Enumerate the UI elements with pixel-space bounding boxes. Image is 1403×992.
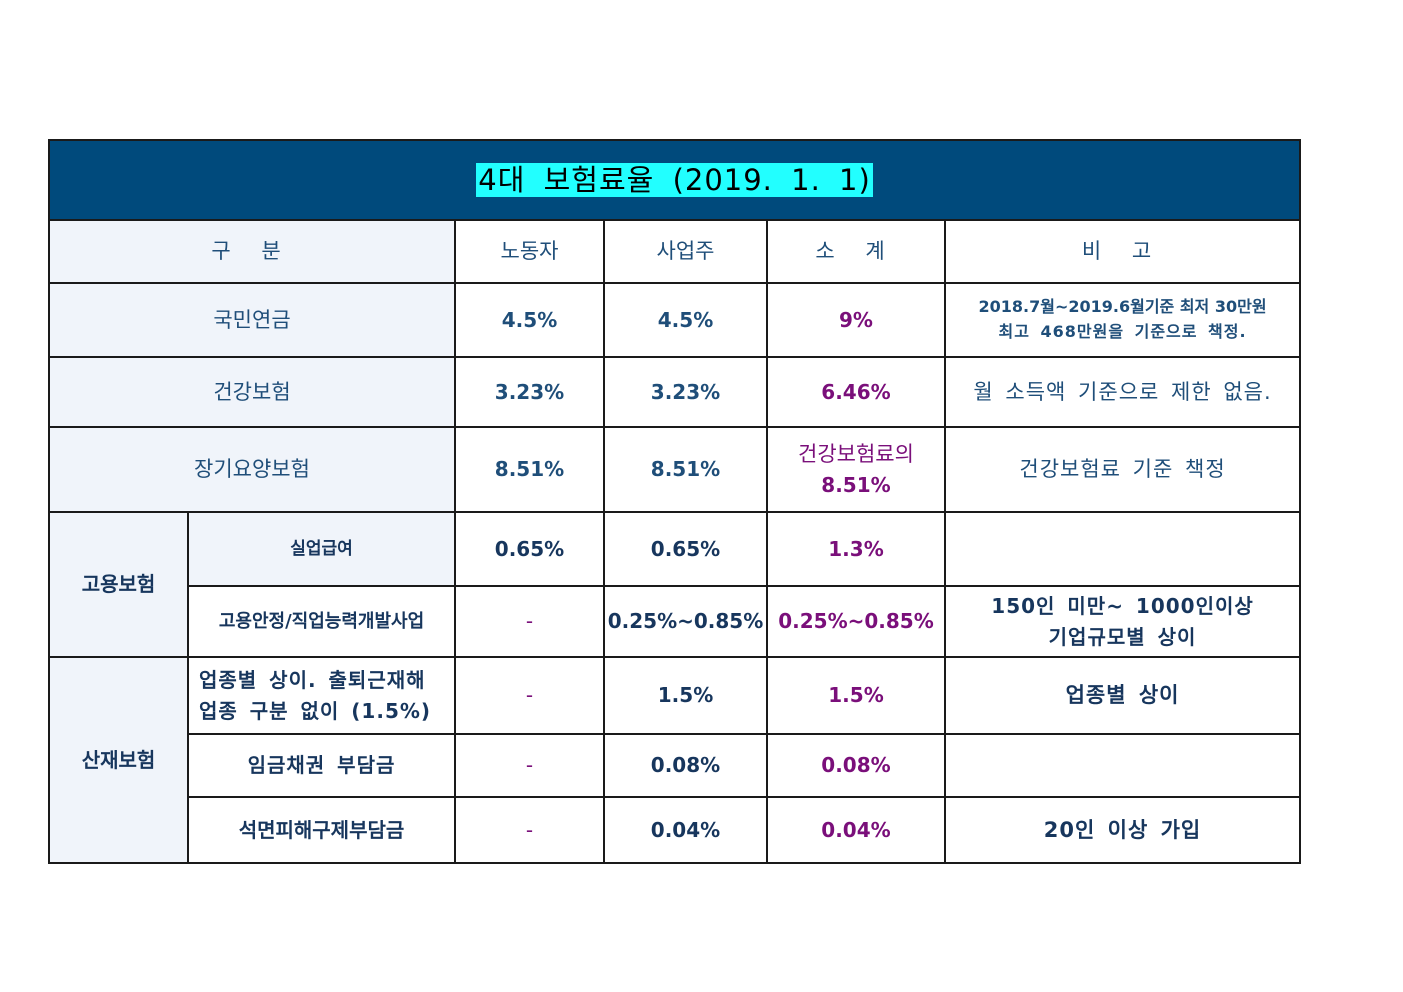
group-label-employment: 고용보험	[48, 511, 189, 658]
row-label-industry: 업종별 상이. 출퇴근재해 업종 구분 없이 (1.5%)	[187, 656, 456, 735]
group-label-industrial: 산재보험	[48, 656, 189, 864]
unemployment-note	[943, 511, 1302, 587]
pension-note-line1: 2018.7월~2019.6월기준 최저 30만원	[978, 297, 1267, 317]
asbestos-worker: -	[454, 796, 605, 864]
table-row-longterm: 장기요양보험 8.51% 8.51% 건강보험료의 8.51% 건강보험료 기준…	[48, 426, 1302, 513]
longterm-note: 건강보험료 기준 책정	[943, 426, 1302, 513]
stability-note: 150인 미만~ 1000인이상 기업규모별 상이	[943, 585, 1302, 658]
health-employer: 3.23%	[603, 356, 768, 428]
header-category: 구 분	[48, 219, 456, 284]
table-row-health: 건강보험 3.23% 3.23% 6.46% 월 소득액 기준으로 제한 없음.	[48, 356, 1302, 428]
table-row-pension: 국민연금 4.5% 4.5% 9% 2018.7월~2019.6월기준 최저 3…	[48, 282, 1302, 358]
pension-subtotal: 9%	[766, 282, 946, 358]
row-label-wage-claim: 임금채권 부담금	[187, 733, 456, 798]
industry-employer: 1.5%	[603, 656, 768, 735]
longterm-worker: 8.51%	[454, 426, 605, 513]
pension-worker: 4.5%	[454, 282, 605, 358]
stability-note-line2: 기업규모별 상이	[1048, 624, 1197, 649]
table-row-stability: 고용안정/직업능력개발사업 - 0.25%~0.85% 0.25%~0.85% …	[49, 585, 1302, 658]
industry-label-line1: 업종별 상이. 출퇴근재해	[199, 667, 426, 692]
wage-claim-subtotal: 0.08%	[766, 733, 946, 798]
row-label-asbestos: 석면피해구제부담금	[187, 796, 456, 864]
row-label-health: 건강보험	[48, 356, 456, 428]
header-row: 구 분 노동자 사업주 소 계 비 고	[48, 219, 1302, 284]
table-title-cell: 4대 보험료율 (2019. 1. 1)	[47, 139, 1302, 221]
header-note: 비 고	[943, 219, 1302, 284]
unemployment-employer: 0.65%	[603, 511, 768, 587]
longterm-subtotal-line2: 8.51%	[821, 473, 891, 498]
row-label-longterm: 장기요양보험	[48, 426, 456, 513]
row-label-pension: 국민연금	[48, 282, 456, 358]
table-row-wage-claim: 임금채권 부담금 - 0.08% 0.08%	[49, 733, 1302, 798]
longterm-subtotal-line1: 건강보험료의	[798, 441, 914, 466]
wage-claim-worker: -	[454, 733, 605, 798]
table-title-row: 4대 보험료율 (2019. 1. 1)	[47, 139, 1302, 221]
table-row-industry: 산재보험 업종별 상이. 출퇴근재해 업종 구분 없이 (1.5%) - 1.5…	[48, 656, 1302, 864]
pension-employer: 4.5%	[603, 282, 768, 358]
pension-note: 2018.7월~2019.6월기준 최저 30만원 최고 468만원을 기준으로…	[943, 282, 1302, 358]
asbestos-note: 20인 이상 가입	[943, 796, 1302, 864]
longterm-employer: 8.51%	[603, 426, 768, 513]
industry-label-line2: 업종 구분 없이 (1.5%)	[199, 698, 432, 723]
table-row-asbestos: 석면피해구제부담금 - 0.04% 0.04% 20인 이상 가입	[49, 796, 1302, 864]
health-subtotal: 6.46%	[766, 356, 946, 428]
health-worker: 3.23%	[454, 356, 605, 428]
wage-claim-employer: 0.08%	[603, 733, 768, 798]
header-worker: 노동자	[454, 219, 605, 284]
industry-note: 업종별 상이	[943, 656, 1302, 735]
header-subtotal: 소 계	[766, 219, 946, 284]
wage-claim-note	[943, 733, 1302, 798]
table-row-unemployment: 고용보험 실업급여 0.65% 0.65% 1.3%	[48, 511, 1302, 658]
stability-subtotal: 0.25%~0.85%	[766, 585, 946, 658]
row-label-stability: 고용안정/직업능력개발사업	[187, 585, 456, 658]
industry-worker: -	[454, 656, 605, 735]
longterm-subtotal: 건강보험료의 8.51%	[766, 426, 946, 513]
unemployment-worker: 0.65%	[454, 511, 605, 587]
row-label-unemployment: 실업급여	[187, 511, 456, 587]
header-employer: 사업주	[603, 219, 768, 284]
asbestos-subtotal: 0.04%	[766, 796, 946, 864]
stability-employer: 0.25%~0.85%	[603, 585, 768, 658]
health-note: 월 소득액 기준으로 제한 없음.	[943, 356, 1302, 428]
asbestos-employer: 0.04%	[603, 796, 768, 864]
unemployment-subtotal: 1.3%	[766, 511, 946, 587]
pension-note-line2: 최고 468만원을 기준으로 책정.	[998, 322, 1247, 341]
table-title: 4대 보험료율 (2019. 1. 1)	[476, 162, 873, 197]
insurance-rate-table: 4대 보험료율 (2019. 1. 1) 구 분 노동자 사업주 소 계 비 고…	[47, 139, 1302, 864]
industry-subtotal: 1.5%	[766, 656, 946, 735]
stability-note-line1: 150인 미만~ 1000인이상	[991, 593, 1254, 618]
stability-worker: -	[454, 585, 605, 658]
